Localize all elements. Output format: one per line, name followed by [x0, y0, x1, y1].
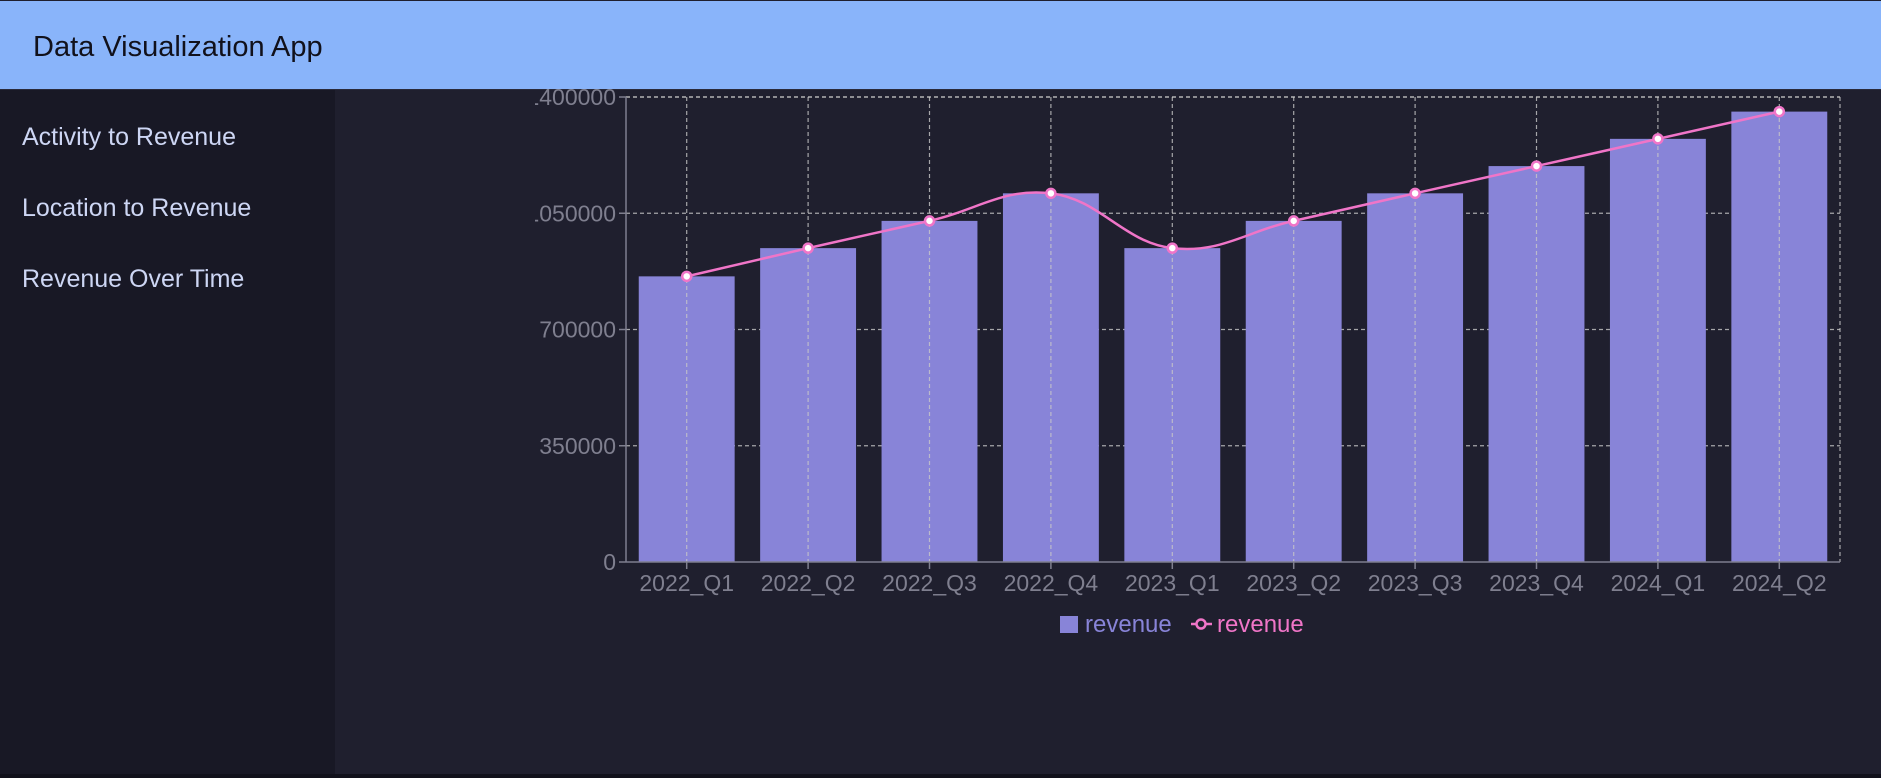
line-point-2023_Q2 [1287, 215, 1300, 227]
x-tick-label: 2022_Q3 [882, 570, 977, 596]
y-tick-label: 700000 [539, 317, 616, 343]
line-point-2024_Q1 [1652, 133, 1664, 145]
x-tick-label: 2022_Q1 [639, 570, 734, 596]
legend-swatch-bar [1060, 616, 1078, 633]
bottom-bar [0, 774, 1881, 778]
line-point-2022_Q1 [680, 270, 693, 283]
line-point-2023_Q4 [1530, 160, 1543, 172]
y-tick-label: 1400000 [526, 84, 616, 110]
app-title: Data Visualization App [33, 31, 323, 63]
sidebar-item-activity-to-revenue[interactable]: Activity to Revenue [22, 123, 236, 151]
line-point-2022_Q3 [923, 215, 936, 227]
x-tick-label: 2023_Q4 [1489, 570, 1584, 596]
y-tick-label: 0 [603, 549, 616, 575]
x-tick-label: 2023_Q3 [1368, 570, 1463, 596]
x-tick-label: 2024_Q2 [1732, 570, 1827, 596]
legend-swatch-point [1195, 618, 1207, 630]
line-point-2023_Q1 [1166, 242, 1179, 254]
line-point-2022_Q2 [802, 242, 814, 254]
app-header: Data Visualization App [0, 1, 1881, 90]
revenue-line [686, 110, 1780, 278]
line-point-2023_Q3 [1409, 187, 1421, 200]
line-point-2024_Q2 [1773, 105, 1786, 118]
sidebar-item-revenue-over-time[interactable]: Revenue Over Time [22, 265, 245, 293]
y-tick-label: 350000 [539, 433, 616, 459]
legend-label-line: revenue [1217, 611, 1304, 638]
x-tick-label: 2023_Q1 [1125, 570, 1220, 596]
sidebar-item-location-to-revenue[interactable]: Location to Revenue [22, 194, 252, 222]
x-tick-label: 2024_Q1 [1611, 570, 1706, 596]
line-point-2022_Q4 [1045, 187, 1057, 200]
x-tick-label: 2022_Q2 [761, 570, 856, 596]
sidebar: Activity to Revenue Location to Revenue … [0, 90, 335, 774]
x-tick-label: 2022_Q4 [1004, 570, 1099, 596]
y-tick-label: 1050000 [526, 200, 616, 226]
x-tick-label: 2023_Q2 [1246, 570, 1341, 596]
legend-label-bar: revenue [1085, 611, 1172, 638]
